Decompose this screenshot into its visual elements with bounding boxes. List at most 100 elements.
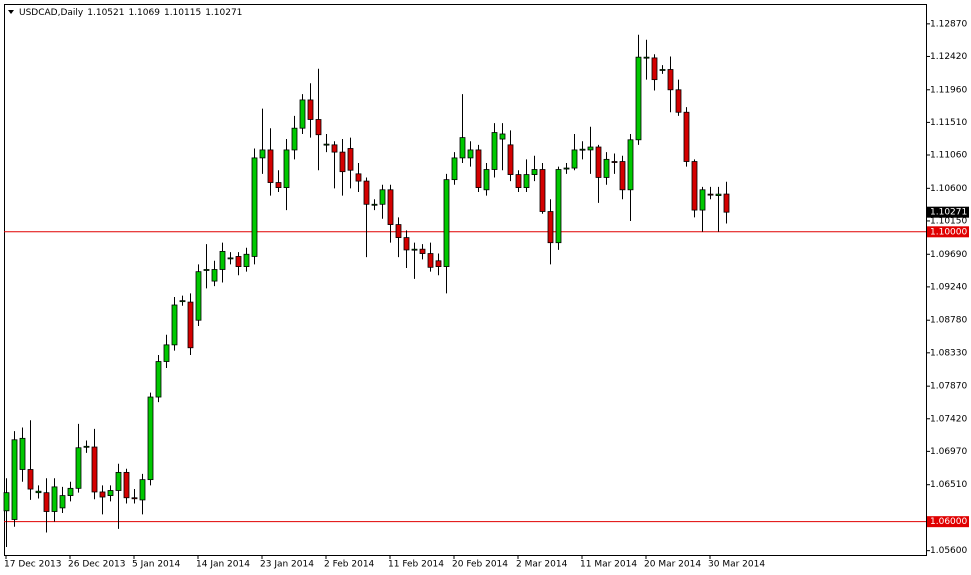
candle-body	[587, 146, 594, 151]
x-tick-label: 20 Mar 2014	[644, 560, 701, 570]
candle-body	[339, 151, 346, 173]
candle-body	[363, 180, 370, 205]
candle-body	[123, 471, 130, 499]
price-label: 1.06000	[930, 517, 967, 527]
y-tick-label: 1.12420	[930, 52, 967, 62]
candle-body	[187, 301, 194, 349]
candle-body	[651, 57, 658, 81]
x-tick-label: 11 Feb 2014	[388, 560, 444, 570]
title-symbol: USDCAD,Daily	[19, 8, 84, 18]
title-open: 1.10521	[87, 8, 124, 18]
candle-body	[99, 491, 106, 498]
candle-body	[531, 169, 538, 175]
candle-body	[643, 56, 650, 59]
candle-body	[259, 149, 266, 159]
y-tick-label: 1.07420	[930, 414, 967, 424]
candle-body	[707, 193, 714, 196]
y-tick-label: 1.10150	[930, 216, 967, 226]
candle-body	[147, 396, 154, 481]
x-tick-label: 26 Dec 2013	[68, 560, 126, 570]
candle-body	[683, 111, 690, 162]
candle-body	[387, 189, 394, 225]
candle-body	[51, 486, 58, 512]
candle-body	[211, 269, 218, 282]
candle-body	[523, 174, 530, 189]
candle-body	[459, 137, 466, 159]
candle-body	[579, 148, 586, 151]
current-price-label: 1.10271	[930, 208, 967, 218]
candle-body	[203, 269, 210, 271]
candle-body	[499, 133, 506, 140]
candle-body	[107, 490, 114, 496]
candle-body	[603, 158, 610, 178]
candle-body	[219, 250, 226, 270]
candle-body	[699, 189, 706, 211]
candle-body	[667, 69, 674, 91]
candle-body	[323, 143, 330, 146]
candle-body	[715, 193, 722, 196]
candle-body	[59, 495, 66, 509]
candle-body	[275, 182, 282, 189]
candle-body	[171, 304, 178, 346]
candle-body	[91, 446, 98, 493]
title-high: 1.1069	[128, 8, 160, 18]
candle-body	[155, 361, 162, 398]
candle-body	[315, 119, 322, 136]
candle-body	[251, 157, 258, 257]
candle-body	[227, 257, 234, 260]
current-price-box	[927, 206, 969, 218]
title-close: 1.10271	[205, 8, 242, 18]
candle-body	[547, 211, 554, 244]
y-tick-label: 1.08330	[930, 348, 967, 358]
candle-body	[635, 56, 642, 141]
title-low: 1.10115	[164, 8, 201, 18]
candle-body	[595, 146, 602, 178]
x-tick-label: 17 Dec 2013	[4, 560, 62, 570]
candle-body	[403, 237, 410, 251]
candle-body	[67, 487, 74, 496]
candle-body	[131, 497, 138, 500]
candle-body	[35, 490, 42, 494]
candle-body	[427, 253, 434, 268]
candle-body	[291, 127, 298, 151]
candle-body	[83, 445, 90, 448]
candle-body	[491, 132, 498, 170]
candle-body	[611, 161, 618, 163]
candle-body	[283, 149, 290, 189]
candle-body	[435, 260, 442, 267]
candle-body	[555, 169, 562, 244]
candle-body	[443, 179, 450, 267]
candle-body	[179, 300, 186, 303]
price-label: 1.10000	[930, 227, 967, 237]
y-tick-label: 1.06970	[930, 447, 967, 457]
candle-body	[723, 193, 730, 213]
y-tick-label: 1.12870	[930, 19, 967, 29]
candle-body	[563, 167, 570, 170]
candle-body	[3, 492, 10, 512]
candle-body	[355, 173, 362, 182]
x-tick-label: 30 Mar 2014	[708, 560, 765, 570]
y-tick-label: 1.11060	[930, 151, 967, 161]
candle-body	[515, 174, 522, 189]
candle-body	[307, 99, 314, 120]
candle-body	[619, 161, 626, 191]
candle-body	[43, 492, 50, 512]
y-tick-label: 1.11510	[930, 118, 967, 128]
candle-body	[371, 203, 378, 206]
x-tick-label: 5 Jan 2014	[132, 560, 180, 570]
chart-title: USDCAD,Daily 1.10521 1.1069 1.10115 1.10271	[19, 8, 242, 18]
y-tick-label: 1.09690	[930, 250, 967, 260]
y-tick-label: 1.08780	[930, 316, 967, 326]
candle-body	[115, 471, 122, 491]
candle-body	[627, 139, 634, 191]
price-label-box	[927, 516, 969, 528]
candle-body	[483, 169, 490, 191]
candle-body	[451, 157, 458, 181]
y-tick-label: 1.10600	[930, 184, 967, 194]
candle-body	[163, 344, 170, 362]
candle-body	[19, 437, 26, 470]
x-tick-label: 23 Jan 2014	[260, 560, 314, 570]
candle-body	[379, 189, 386, 205]
